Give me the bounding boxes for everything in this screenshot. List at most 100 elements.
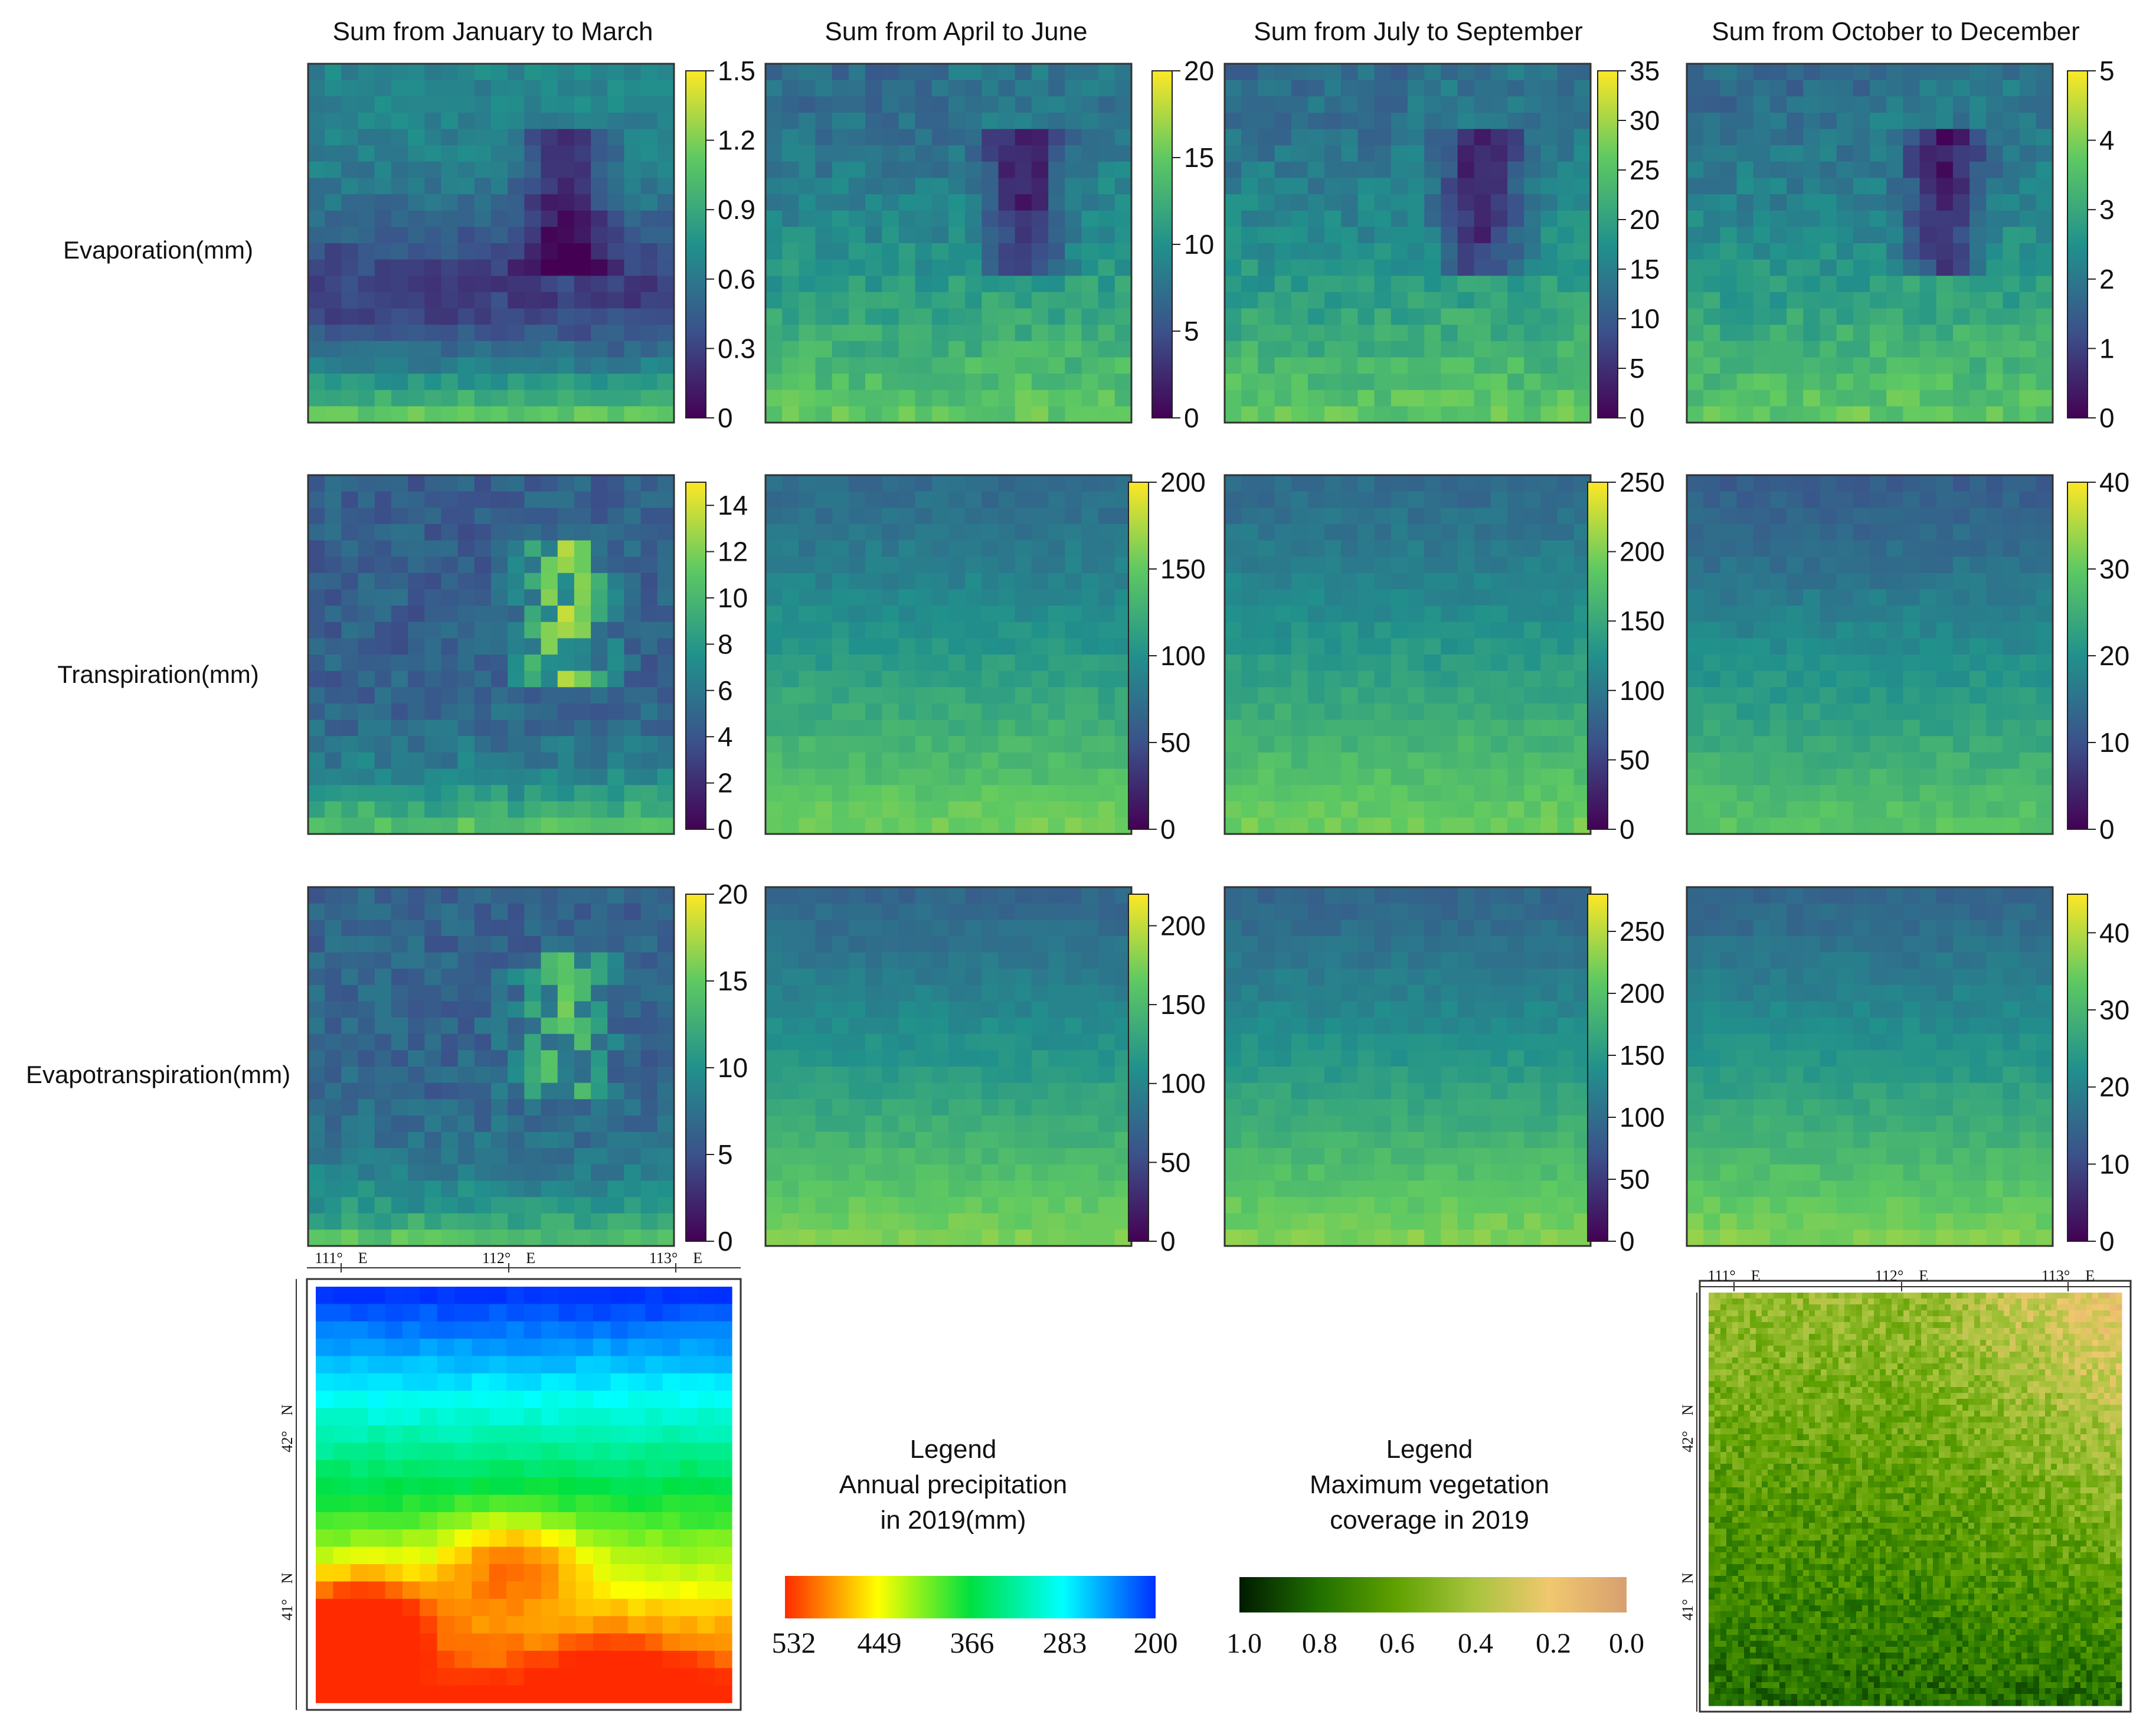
- colorbar-tick: 250: [1620, 467, 1665, 498]
- precip-colorbar: [785, 1576, 1156, 1618]
- colorbar-tick: 150: [1620, 606, 1665, 636]
- column-title-2: Sum from April to June: [825, 17, 1087, 46]
- column-title-4: Sum from October to December: [1712, 17, 2080, 46]
- veg-lon-113: 113° E: [2042, 1267, 2095, 1284]
- precip-tick-200: 200: [1134, 1626, 1178, 1659]
- colorbar-tick: 0: [1184, 403, 1199, 433]
- colorbar-tick: 200: [1620, 537, 1665, 567]
- colorbar-tick: 50: [1620, 744, 1650, 775]
- precip-tick-532: 532: [772, 1626, 816, 1659]
- colorbar-tick: 200: [1160, 467, 1206, 498]
- colorbar-tick: 15: [718, 966, 748, 996]
- precip-lon-112: 112° E: [482, 1250, 535, 1267]
- colorbar-tick: 15: [1630, 254, 1660, 284]
- colorbar-tick: 20: [718, 879, 748, 910]
- colorbar-tick: 6: [718, 675, 733, 706]
- colorbar-tick: 0: [1620, 1226, 1635, 1257]
- colorbar-tick: 30: [2099, 554, 2129, 584]
- precip-legend-title-2: Annual precipitation: [839, 1470, 1067, 1499]
- precip-legend-title-3: in 2019(mm): [881, 1506, 1026, 1535]
- heatmap-r1-c4: [1686, 63, 2054, 424]
- veg-lon-111: 111° E: [1707, 1267, 1760, 1284]
- veg-tick-1: 1.0: [1226, 1628, 1262, 1659]
- vegetation-map: [1699, 1280, 2132, 1713]
- colorbar-tick: 10: [718, 583, 748, 613]
- colorbar-tick: 4: [2099, 125, 2115, 156]
- colorbar-tick: 1.2: [718, 125, 755, 156]
- colorbar-tick: 8: [718, 629, 733, 659]
- colorbar-tick: 10: [2099, 1149, 2129, 1179]
- colorbar-tick: 0: [1630, 403, 1645, 433]
- veg-tick-5: 0.2: [1536, 1628, 1571, 1659]
- colorbar-tick: 4: [718, 721, 733, 752]
- colorbar-tick: 5: [1630, 353, 1645, 384]
- precipitation-map: [306, 1278, 742, 1711]
- colorbar-tick: 100: [1620, 1102, 1665, 1133]
- colorbar-tick: 50: [1620, 1164, 1650, 1195]
- heatmap-r3-c3: [1223, 886, 1592, 1247]
- precip-tick-283: 283: [1043, 1626, 1087, 1659]
- colorbar-r3-c3: 0 50 100 150 200 250: [1587, 894, 1665, 1257]
- precipitation-legend: Legend Annual precipitation in 2019(mm) …: [772, 1435, 1178, 1659]
- colorbar-tick: 10: [718, 1052, 748, 1083]
- heatmap-r2-c2: [764, 474, 1133, 835]
- colorbar-tick: 3: [2099, 194, 2115, 225]
- colorbar-tick: 15: [1184, 142, 1214, 173]
- colorbar-tick: 0: [718, 814, 733, 845]
- heatmap-r3-c4: [1686, 886, 2054, 1247]
- colorbar-tick: 0: [718, 403, 733, 433]
- precip-lon-113: 113° E: [649, 1250, 702, 1267]
- colorbar-tick: 0.9: [718, 194, 755, 225]
- colorbar-r2-c3: 0 50 100 150 200 250: [1587, 467, 1665, 845]
- colorbar-tick: 0: [2099, 403, 2115, 433]
- colorbar-r2-c2: 0 50 100 150 200: [1128, 467, 1206, 845]
- colorbar-r1-c3: 0 5 10 15 20 25 30 35: [1597, 55, 1660, 433]
- veg-lat-42: 42° N: [1679, 1404, 1696, 1452]
- veg-legend-title-3: coverage in 2019: [1330, 1506, 1529, 1535]
- colorbar-tick: 150: [1160, 554, 1206, 584]
- colorbar-tick: 0: [1160, 1226, 1176, 1257]
- veg-tick-3: 0.6: [1379, 1628, 1415, 1659]
- veg-legend-title-1: Legend: [1386, 1435, 1473, 1464]
- colorbar-tick: 20: [1630, 204, 1660, 235]
- colorbar-tick: 25: [1630, 155, 1660, 185]
- heatmap-r3-c2: [764, 886, 1133, 1247]
- colorbar-tick: 100: [1160, 640, 1206, 671]
- precip-lat-41: 41° N: [279, 1572, 296, 1620]
- veg-map-axes: 111° E 112° E 113° E 42° N 41° N: [1679, 1267, 2131, 1712]
- precip-tick-449: 449: [858, 1626, 902, 1659]
- colorbar-tick: 200: [1160, 910, 1206, 941]
- colorbar-tick: 10: [1184, 229, 1214, 260]
- veg-colorbar: [1239, 1577, 1627, 1612]
- precip-tick-366: 366: [950, 1626, 994, 1659]
- colorbar-tick: 2: [2099, 264, 2115, 295]
- veg-tick-2: 0.8: [1302, 1628, 1337, 1659]
- precip-lon-111: 111° E: [315, 1250, 367, 1267]
- colorbar-tick: 5: [718, 1139, 733, 1170]
- colorbar-tick: 5: [2099, 55, 2115, 86]
- colorbar-tick: 50: [1160, 1147, 1190, 1178]
- colorbar-tick: 5: [1184, 316, 1199, 346]
- colorbar-tick: 0: [1620, 814, 1635, 845]
- colorbar-tick: 40: [2099, 917, 2129, 948]
- row-label-transpiration: Transpiration(mm): [57, 660, 259, 688]
- heatmap-r2-c1: [307, 474, 675, 835]
- colorbar-tick: 0.3: [718, 333, 755, 364]
- veg-lat-41: 41° N: [1679, 1572, 1696, 1620]
- veg-tick-6: 0.0: [1609, 1628, 1644, 1659]
- heatmap-r2-c3: [1223, 474, 1592, 835]
- colorbar-r3-c4: 0 10 20 30 40: [2067, 894, 2129, 1257]
- vegetation-legend: Legend Maximum vegetation coverage in 20…: [1226, 1435, 1644, 1659]
- row-label-evaporation: Evaporation(mm): [63, 236, 253, 264]
- colorbar-tick: 20: [2099, 1072, 2129, 1103]
- colorbar-tick: 0: [2099, 1226, 2115, 1257]
- heatmap-r1-c3: [1223, 63, 1592, 424]
- colorbar-r2-c4: 0 10 20 30 40: [2067, 467, 2129, 845]
- colorbar-tick: 20: [2099, 640, 2129, 671]
- veg-lon-112: 112° E: [1875, 1267, 1928, 1284]
- colorbar-tick: 0: [718, 1226, 733, 1257]
- colorbar-tick: 50: [1160, 727, 1190, 758]
- colorbar-tick: 1: [2099, 333, 2115, 364]
- colorbar-tick: 2: [718, 768, 733, 799]
